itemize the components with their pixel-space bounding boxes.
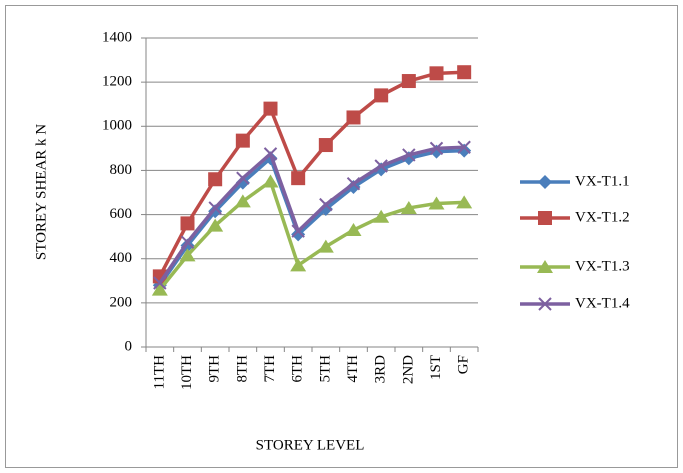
x-tick-label: 1ST [428,355,444,380]
legend-label: VX-T1.1 [575,173,630,189]
x-tick-label: 9TH [207,355,223,383]
legend-label: VX-T1.2 [575,209,630,225]
marker [208,201,222,215]
y-axis-title: STOREY SHEAR k N [33,124,49,260]
marker [318,202,333,217]
marker [346,176,361,191]
y-tick-label: 0 [125,338,133,354]
marker [537,260,553,273]
marker [428,196,445,210]
x-tick-label: 3RD [373,355,389,384]
marker [291,227,306,242]
x-tick-label: 6TH [290,355,306,383]
marker [208,172,223,187]
marker [318,138,333,153]
marker [263,147,278,161]
y-tick-label: 1000 [102,118,132,134]
marker [374,159,388,173]
marker [401,74,416,89]
marker [402,148,416,162]
marker [346,110,361,125]
y-tick-label: 800 [110,162,133,178]
x-tick-label: 8TH [234,355,250,383]
y-tick-label: 600 [110,206,133,222]
y-tick-label: 1200 [102,74,132,90]
x-tick-label: 10TH [179,355,195,390]
marker [291,171,306,186]
marker [319,197,333,212]
marker [234,194,251,208]
x-tick-label: GF [456,355,472,374]
marker [151,282,168,296]
marker [317,239,334,253]
marker [290,258,307,272]
marker [538,175,552,189]
y-tick-label: 1400 [102,29,132,45]
marker [262,174,279,188]
legend-label: VX-T1.4 [575,295,630,311]
y-tick-label: 200 [110,294,133,310]
marker [207,218,224,232]
marker [538,297,552,311]
y-tick-label: 400 [110,250,133,266]
marker [291,224,305,238]
marker [345,223,362,237]
marker [457,140,471,154]
marker [179,248,196,262]
marker [235,175,250,190]
marker [456,195,473,209]
marker [400,200,417,214]
x-tick-label: 5TH [317,355,333,383]
marker [236,171,250,185]
x-tick-label: 7TH [262,355,278,383]
marker [429,141,444,156]
x-tick-label: 4TH [345,355,361,383]
marker [180,216,195,231]
marker [263,101,278,116]
marker [457,65,472,80]
legend-label: VX-T1.3 [575,258,630,274]
x-axis-title: STOREY LEVEL [256,437,365,453]
marker [235,133,250,148]
marker [374,88,389,103]
x-tick-label: 2ND [400,355,416,384]
marker [429,66,444,81]
marker [373,209,390,223]
marker [180,235,195,249]
x-tick-label: 11TH [151,355,167,390]
marker [153,276,167,290]
marker [538,211,552,225]
